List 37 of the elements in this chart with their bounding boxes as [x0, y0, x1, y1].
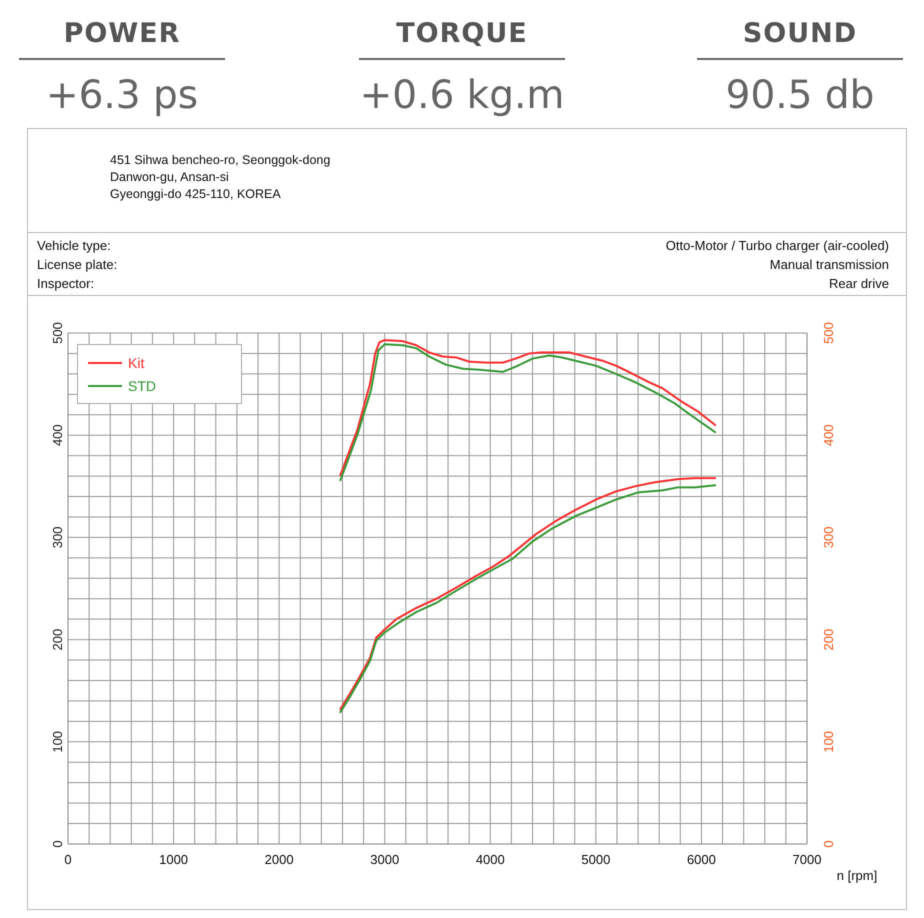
text: License plate: — [37, 256, 118, 274]
text: Manual transmission — [768, 256, 889, 274]
x-tick-label: 2000 — [264, 852, 294, 867]
text: SOUND — [697, 14, 903, 60]
y2-tick-label: 300 — [821, 526, 836, 548]
x-tick-label: 4000 — [476, 852, 505, 867]
y-tick-label: 500 — [50, 322, 65, 344]
y2-tick-label: 100 — [821, 730, 836, 753]
y-tick-label: 300 — [50, 526, 65, 548]
text: Danwon-gu, Ansan-si — [110, 169, 230, 186]
x-tick-label: 1000 — [159, 852, 188, 867]
text: Gyeonggi-do 425-110, KOREA — [110, 186, 282, 203]
y2-tick-label: 0 — [821, 840, 836, 848]
text: +6.3 ps — [44, 72, 200, 120]
legend-label: STD — [128, 378, 156, 394]
text: 90.5 db — [724, 72, 876, 120]
x-axis-title: n [rpm] — [836, 868, 878, 883]
text: Inspector: — [37, 275, 96, 293]
text: TORQUE — [359, 14, 565, 60]
text: Vehicle type: — [37, 237, 112, 255]
y-tick-label: 400 — [50, 424, 65, 446]
x-tick-label: 6000 — [686, 852, 716, 867]
x-tick-label: 7000 — [792, 852, 822, 867]
x-tick-label: 5000 — [581, 852, 610, 867]
y2-tick-label: 500 — [821, 322, 836, 344]
legend-label: Kit — [128, 354, 144, 370]
y-tick-label: 0 — [50, 840, 65, 848]
y2-tick-label: 200 — [821, 628, 836, 650]
text: +0.6 kg.m — [358, 72, 566, 120]
text: 451 Sihwa bencheo-ro, Seonggok-dong — [110, 152, 330, 169]
text: Otto-Motor / Turbo charger (air-cooled) — [666, 237, 889, 255]
x-tick-label: 3000 — [370, 852, 400, 867]
y-tick-label: 100 — [50, 730, 65, 753]
text: Rear drive — [828, 275, 889, 293]
text: POWER — [19, 14, 225, 60]
y2-tick-label: 400 — [821, 424, 836, 446]
y-tick-label: 200 — [50, 628, 65, 650]
